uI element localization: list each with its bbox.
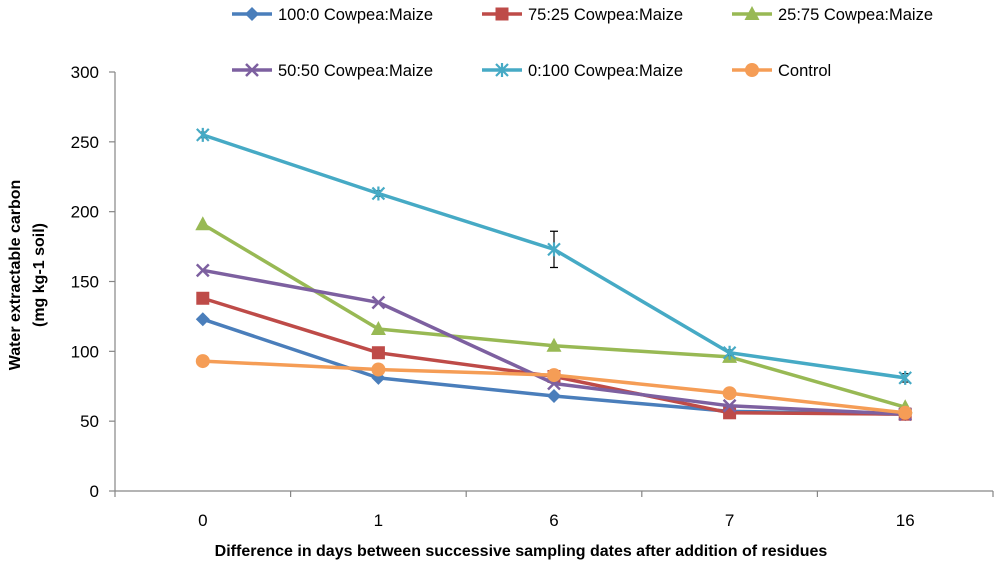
data-point [196, 127, 210, 142]
x-axis-ticks: 0 1 6 7 16 [114, 491, 994, 530]
x-tick-label: 6 [549, 511, 558, 530]
series-2 [195, 216, 913, 414]
data-point [195, 354, 210, 369]
data-point [371, 186, 386, 201]
y-axis-title-line2: (mg kg-1 soil) [31, 223, 48, 327]
data-point [546, 337, 562, 352]
series-group [195, 127, 913, 422]
data-point [195, 216, 211, 231]
y-tick-label: 100 [71, 342, 99, 361]
legend-item: Control [732, 62, 831, 80]
data-point [547, 242, 561, 257]
x-tick-label: 1 [374, 511, 383, 530]
legend-item: 100:0 Cowpea:Maize [232, 6, 433, 24]
data-point [371, 362, 386, 377]
legend: 100:0 Cowpea:Maize 75:25 Cowpea:Maize 25:7… [232, 6, 933, 80]
y-tick-label: 300 [71, 63, 99, 82]
legend-label: 0:100 Cowpea:Maize [528, 62, 683, 80]
legend-label: 100:0 Cowpea:Maize [278, 6, 433, 24]
legend-item: 50:50 Cowpea:Maize [232, 62, 433, 80]
data-point [722, 345, 737, 360]
data-point [195, 312, 210, 327]
x-tick-label: 7 [725, 511, 734, 530]
legend-item: 25:75 Cowpea:Maize [732, 6, 933, 24]
x-tick-label: 0 [198, 511, 207, 530]
legend-marker [245, 63, 259, 77]
y-tick-label: 0 [90, 482, 99, 501]
y-tick-label: 150 [71, 273, 99, 292]
data-point [898, 370, 912, 385]
legend-item: 75:25 Cowpea:Maize [482, 6, 683, 24]
x-tick-label: 16 [896, 511, 915, 530]
legend-marker [495, 63, 509, 77]
data-point [547, 389, 561, 404]
y-tick-label: 50 [80, 412, 99, 431]
data-point [196, 291, 210, 305]
y-axis-title-line1: Water extractable carbon [7, 180, 24, 371]
legend-marker [245, 7, 259, 21]
legend-marker [744, 6, 760, 20]
legend-label: 25:75 Cowpea:Maize [778, 6, 933, 24]
data-point [722, 386, 737, 401]
y-tick-label: 200 [71, 203, 99, 222]
x-axis-title: Difference in days between successive sa… [215, 543, 828, 560]
legend-label: 50:50 Cowpea:Maize [278, 62, 433, 80]
legend-marker [745, 63, 759, 77]
legend-marker [495, 7, 509, 21]
legend-label: Control [778, 62, 831, 80]
data-point [722, 398, 737, 413]
data-point [371, 295, 386, 310]
data-point [371, 346, 385, 360]
y-tick-label: 250 [71, 133, 99, 152]
data-point [723, 406, 737, 420]
y-axis-ticks: 0 50 100 150 200 250 300 [71, 63, 115, 501]
data-point [195, 263, 210, 278]
legend-item: 0:100 Cowpea:Maize [482, 62, 683, 80]
data-point [547, 368, 561, 383]
data-point [898, 405, 913, 420]
series-4 [196, 127, 912, 385]
legend-label: 75:25 Cowpea:Maize [528, 6, 683, 24]
series-5 [195, 354, 913, 420]
data-point [370, 320, 386, 335]
